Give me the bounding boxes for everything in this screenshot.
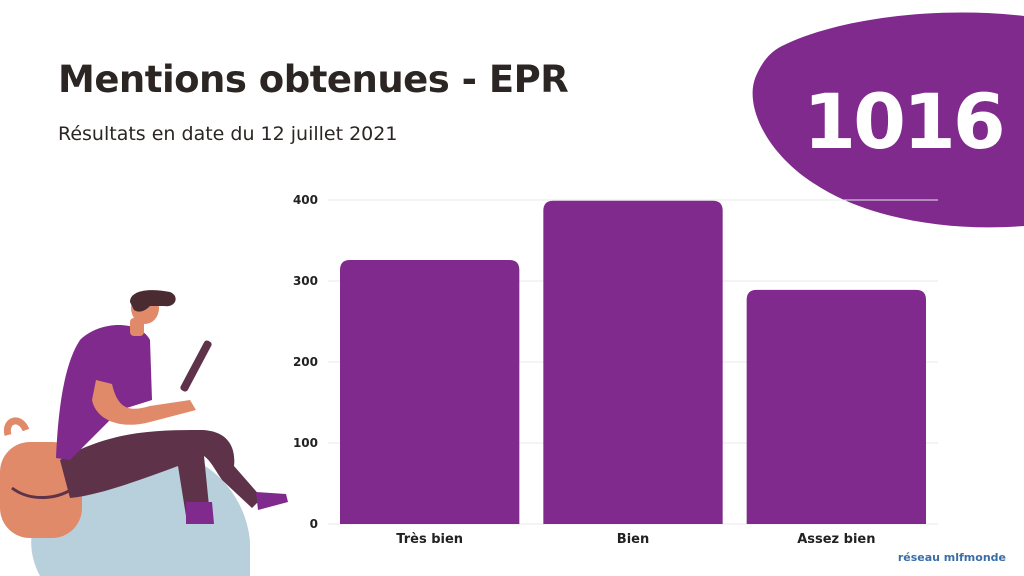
page-title: Mentions obtenues - EPR <box>58 58 569 101</box>
mentions-bar-chart: 0 100 200 300 400 Très bien Bien Assez bien <box>293 193 938 547</box>
y-tick-label: 200 <box>293 355 318 369</box>
bar-tres-bien <box>340 259 520 524</box>
person-arm <box>92 380 196 425</box>
person-reading-tablet-icon <box>0 290 288 576</box>
total-highlight: 1016 <box>748 6 1024 228</box>
highlight-blob-shape <box>752 12 1024 228</box>
y-tick-label: 300 <box>293 274 318 288</box>
bar-assez-bien <box>746 289 926 524</box>
shoe-right <box>256 492 288 510</box>
bar-bien <box>543 200 723 524</box>
x-tick-label: Bien <box>617 532 649 547</box>
y-tick-label: 100 <box>293 436 318 450</box>
brand-label: réseau mlfmonde <box>897 551 1006 564</box>
y-tick-label: 400 <box>293 193 318 207</box>
y-tick-label: 0 <box>310 517 318 531</box>
tablet-device <box>180 340 212 392</box>
page-subtitle: Résultats en date du 12 juillet 2021 <box>58 123 398 145</box>
total-count: 1016 <box>803 76 1006 166</box>
x-tick-label: Très bien <box>396 532 463 547</box>
person-legs <box>60 430 262 516</box>
person-hair <box>130 290 176 312</box>
shoe-left <box>186 502 214 524</box>
x-tick-label: Assez bien <box>797 532 875 547</box>
